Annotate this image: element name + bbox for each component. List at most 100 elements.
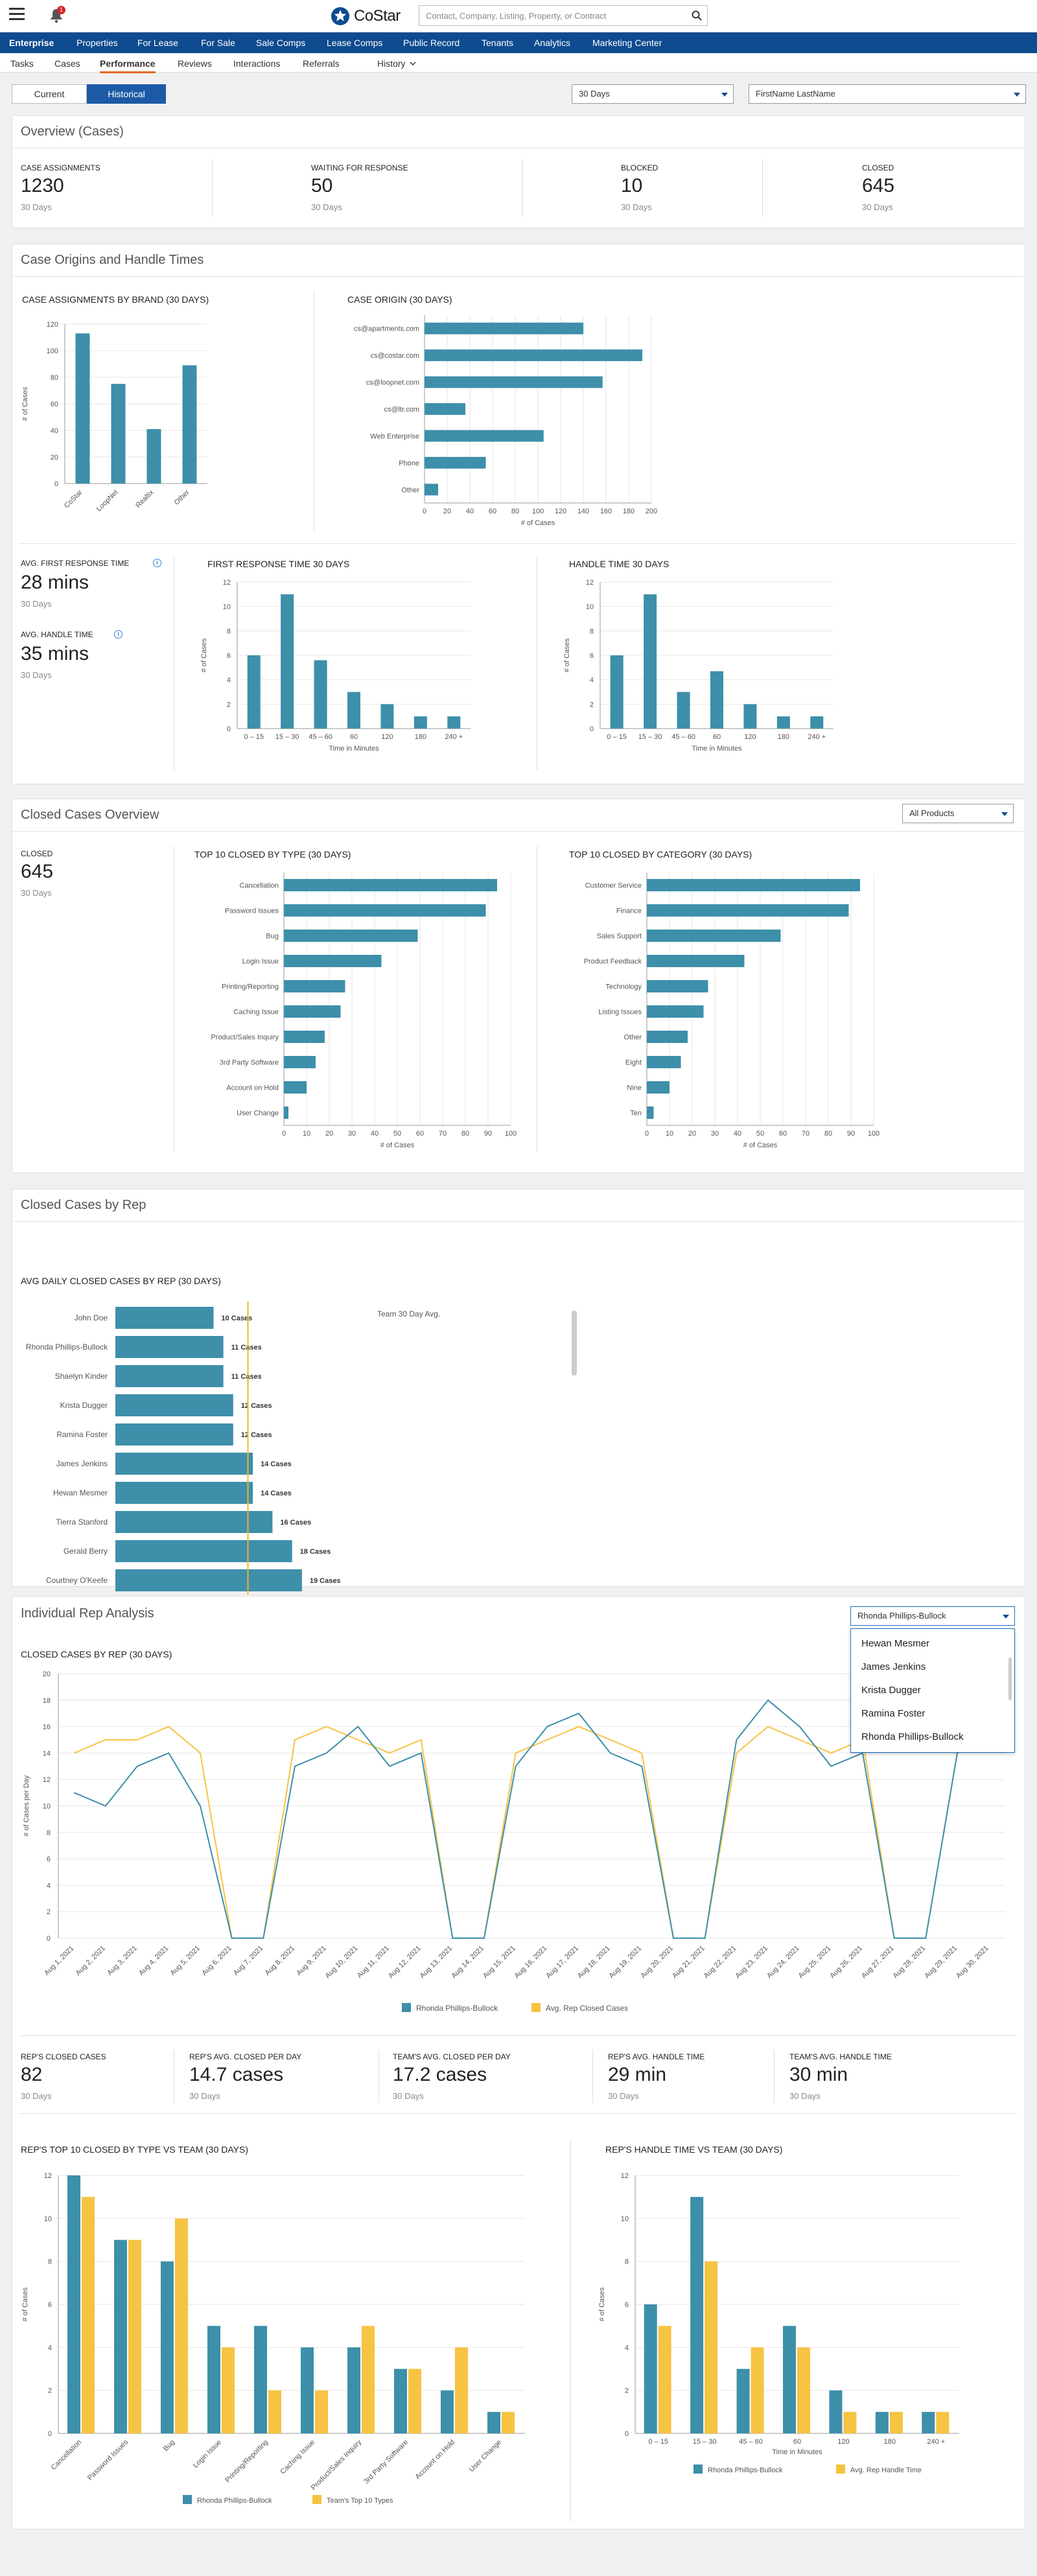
bar: [207, 2326, 220, 2433]
closed-by-type-chart: 0 10 20 30 40 50 60 70 80 90 100 Cancellation Passwo…: [211, 872, 517, 1149]
toggle-current[interactable]: Current: [12, 84, 87, 104]
search-icon[interactable]: [692, 10, 702, 21]
y-tick-label: Shaelyn Kinder: [55, 1372, 108, 1381]
hamburger-menu-icon[interactable]: [9, 8, 25, 22]
tick-label: 12: [586, 579, 594, 587]
nav-enterprise[interactable]: Enterprise: [9, 38, 54, 48]
dropdown-option[interactable]: James Jenkins: [861, 1661, 926, 1672]
bar: [644, 2304, 657, 2433]
bar: [797, 2347, 810, 2433]
handle-time-chart: 0 2 4 6 8 10 12 0 – 15 15 – 30 45 – 60 60 120 180 240…: [563, 579, 833, 753]
stat-value: 645: [862, 175, 895, 196]
tick-label: 60: [489, 508, 496, 515]
tab-performance[interactable]: Performance: [100, 58, 156, 73]
nav-public-record[interactable]: Public Record: [403, 38, 460, 48]
x-tick-label: Aug 18, 2021: [576, 1945, 612, 1980]
scrollbar[interactable]: [572, 1311, 577, 1376]
tick-label: 2: [590, 701, 594, 708]
x-tick-label: Aug 8, 2021: [264, 1945, 296, 1977]
nav-for-sale[interactable]: For Sale: [201, 38, 235, 48]
bar: [922, 2411, 935, 2433]
by-rep-title: Closed Cases by Rep: [21, 1198, 146, 1212]
nav-properties[interactable]: Properties: [76, 38, 118, 48]
nav-tenants[interactable]: Tenants: [482, 38, 514, 48]
dropdown-option[interactable]: Krista Dugger: [861, 1685, 921, 1696]
info-icon[interactable]: i: [153, 559, 161, 567]
bar: [425, 376, 603, 388]
bar: [783, 2326, 796, 2433]
nav-lease-comps[interactable]: Lease Comps: [327, 38, 383, 48]
x-tick-label: Aug 12, 2021: [387, 1945, 423, 1980]
tab-tasks[interactable]: Tasks: [10, 58, 34, 69]
tick-label: 10: [44, 2215, 52, 2223]
period-select[interactable]: 30 Days: [572, 84, 734, 104]
y-axis-label: # of Cases: [200, 638, 208, 672]
bar: [115, 1394, 233, 1416]
bar: [114, 2240, 127, 2433]
stat-value: 30 min: [789, 2064, 848, 2085]
nav-sale-comps[interactable]: Sale Comps: [256, 38, 306, 48]
y-axis-label: # of Cases per Day: [23, 1775, 30, 1836]
x-tick-label: Product/Sales Inquiry: [310, 2438, 364, 2492]
x-tick-label: 180: [884, 2438, 896, 2446]
divider: [19, 2035, 1018, 2036]
bar: [115, 1511, 273, 1533]
data-label: 12 Cases: [241, 1402, 272, 1410]
data-label: 14 Cases: [261, 1460, 292, 1468]
nav-analytics[interactable]: Analytics: [534, 38, 571, 48]
dropdown-option[interactable]: Ramina Foster: [861, 1708, 926, 1719]
bar: [647, 1005, 704, 1018]
tab-interactions[interactable]: Interactions: [233, 58, 281, 69]
dropdown-option[interactable]: Rhonda Phillips-Bullock: [861, 1731, 964, 1742]
bar: [690, 2197, 704, 2433]
tab-referrals[interactable]: Referrals: [303, 58, 340, 69]
tick-label: 10: [223, 603, 231, 611]
user-select[interactable]: FirstName LastName: [749, 84, 1026, 104]
x-tick-label: 60: [793, 2438, 801, 2446]
rep-select-value: Rhonda Phillips-Bullock: [857, 1611, 946, 1621]
x-tick-label: Aug 13, 2021: [419, 1945, 454, 1980]
tick-label: 2: [625, 2387, 629, 2395]
product-select[interactable]: All Products: [902, 804, 1014, 823]
tick-label: 20: [443, 508, 451, 515]
nav-for-lease[interactable]: For Lease: [137, 38, 179, 48]
bar: [647, 1031, 688, 1043]
legend-label: Rhonda Phillips-Bullock: [197, 2497, 272, 2505]
toggle-historical[interactable]: Historical: [87, 84, 166, 104]
info-icon[interactable]: i: [114, 630, 122, 638]
stat-label: TEAM'S AVG. HANDLE TIME: [789, 2052, 892, 2061]
tick-label: 12: [43, 1776, 51, 1784]
search-input[interactable]: Contact, Company, Listing, Property, or …: [419, 5, 708, 26]
tab-history[interactable]: History: [377, 58, 406, 69]
nav-marketing-center[interactable]: Marketing Center: [592, 38, 662, 48]
tick-label: 0: [48, 2430, 52, 2438]
dropdown-option[interactable]: Hewan Mesmer: [861, 1638, 930, 1649]
y-tick-label: Other: [401, 486, 419, 494]
divider: [19, 543, 1018, 544]
chart-title: CASE ASSIGNMENTS BY BRAND (30 DAYS): [22, 294, 209, 305]
tick-label: 200: [646, 508, 657, 515]
tick-label: 8: [48, 2258, 52, 2266]
legend-swatch: [693, 2465, 703, 2474]
tick-label: 10: [666, 1130, 673, 1138]
bar: [502, 2411, 515, 2433]
tick-label: 40: [371, 1130, 379, 1138]
bar: [284, 904, 486, 917]
data-label: 16 Cases: [280, 1519, 311, 1527]
dropdown-scrollbar[interactable]: [1008, 1657, 1012, 1700]
legend-swatch: [312, 2495, 321, 2504]
tick-label: 60: [779, 1130, 787, 1138]
bar: [362, 2326, 375, 2433]
bar: [314, 660, 327, 729]
tab-reviews[interactable]: Reviews: [178, 58, 212, 69]
rep-select[interactable]: Rhonda Phillips-Bullock: [850, 1606, 1015, 1626]
divider: [592, 2050, 593, 2103]
bar: [829, 2390, 843, 2433]
y-tick-label: Product Feedback: [584, 958, 642, 966]
bar: [889, 2411, 903, 2433]
tab-cases[interactable]: Cases: [54, 58, 80, 69]
costar-logo[interactable]: CoStar: [331, 5, 401, 27]
bar: [111, 384, 126, 484]
by-rep-chart: John Doe 10 Cases Rhonda Phillips-Bullock 1…: [26, 1302, 341, 1595]
tick-label: 0: [47, 1935, 51, 1943]
